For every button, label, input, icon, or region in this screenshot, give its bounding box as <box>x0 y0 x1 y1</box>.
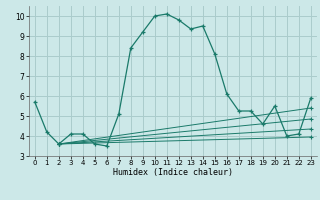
X-axis label: Humidex (Indice chaleur): Humidex (Indice chaleur) <box>113 168 233 177</box>
